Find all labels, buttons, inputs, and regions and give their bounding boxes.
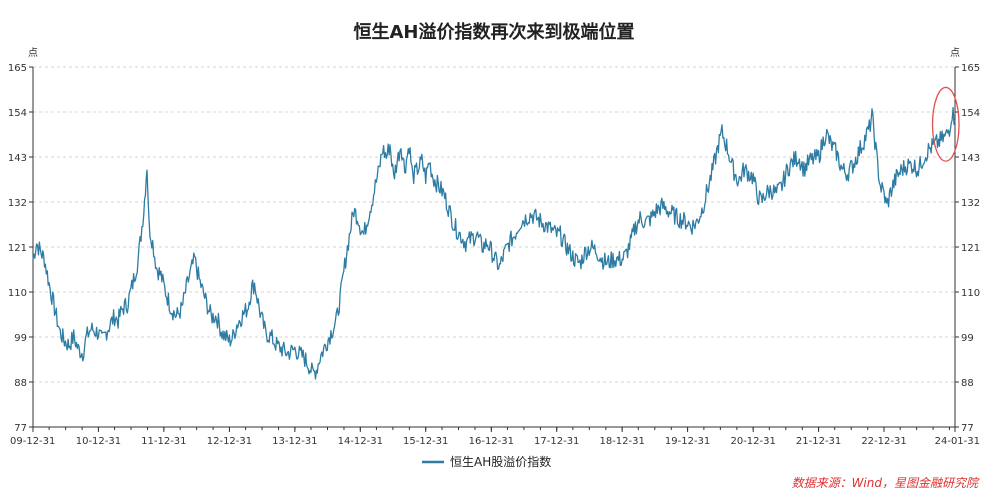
x-tick-label: 20-12-31: [730, 436, 775, 447]
y-tick-label: 154: [961, 108, 980, 119]
x-tick-label: 21-12-31: [796, 436, 841, 447]
x-tick-label: 17-12-31: [534, 436, 579, 447]
y-tick-label: 121: [8, 243, 27, 254]
x-tick-label: 22-12-31: [861, 436, 906, 447]
y-tick-label: 121: [961, 243, 980, 254]
chart-title: 恒生AH溢价指数再次来到极端位置: [354, 21, 635, 43]
y-tick-label: 99: [961, 333, 974, 344]
x-axis: 09-12-31 10-12-31 11-12-31 12-12-31 13-12-31…: [10, 427, 980, 447]
x-tick-label: 14-12-31: [338, 436, 383, 447]
y-tick-label: 88: [961, 378, 974, 389]
x-tick-label: 11-12-31: [141, 436, 186, 447]
y-tick-label: 165: [961, 63, 980, 74]
x-tick-label: 15-12-31: [403, 436, 448, 447]
series-group: [32, 107, 956, 380]
x-tick-label: 18-12-31: [599, 436, 644, 447]
y-axis-right: 77 88 99 110 121 132 143 154 165: [955, 63, 980, 434]
legend[interactable]: 恒生AH股溢价指数: [422, 454, 551, 469]
highlight-ellipse: [931, 86, 960, 162]
y-tick-label: 110: [8, 288, 27, 299]
y-tick-label: 88: [14, 378, 27, 389]
y-tick-label: 165: [8, 63, 27, 74]
y-tick-label: 132: [8, 198, 27, 209]
y-tick-label: 110: [961, 288, 980, 299]
gridlines: [33, 66, 955, 383]
y-tick-label: 77: [14, 423, 27, 434]
y-axis-left-unit: 点: [28, 47, 38, 59]
x-tick-label: 13-12-31: [272, 436, 317, 447]
x-tick-label: 09-12-31: [10, 436, 55, 447]
source-note: 数据来源：Wind，星图金融研究院: [792, 476, 980, 490]
x-tick-label: 16-12-31: [469, 436, 514, 447]
y-axis-right-unit: 点: [950, 47, 960, 59]
x-tick-label: 12-12-31: [207, 436, 252, 447]
x-tick-label: 24-01-31: [935, 436, 980, 447]
legend-label: 恒生AH股溢价指数: [450, 454, 551, 469]
y-tick-label: 132: [961, 198, 980, 209]
x-tick-label: 19-12-31: [665, 436, 710, 447]
y-tick-label: 99: [14, 333, 27, 344]
y-axis-left: 77 88 99 110 121 132 143 154 165: [8, 63, 33, 434]
y-tick-label: 154: [8, 108, 27, 119]
y-tick-label: 143: [961, 153, 980, 164]
y-tick-label: 77: [961, 423, 974, 434]
x-tick-label: 10-12-31: [76, 436, 121, 447]
y-tick-label: 143: [8, 153, 27, 164]
annotation-group: [931, 86, 960, 162]
series-line: [32, 107, 956, 380]
